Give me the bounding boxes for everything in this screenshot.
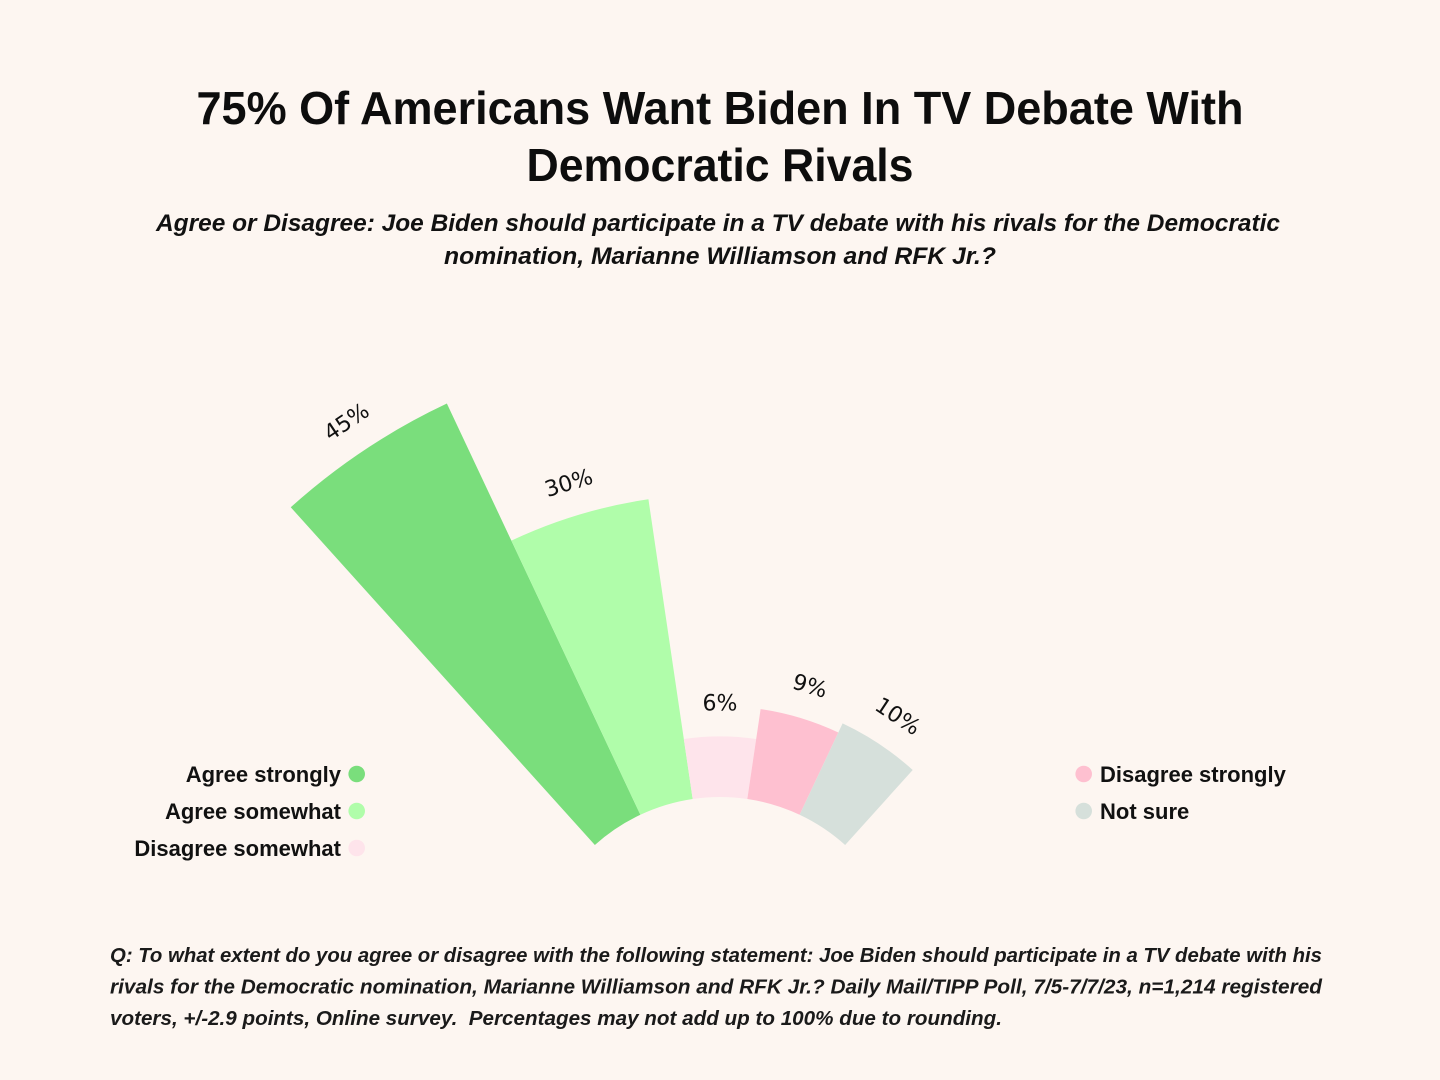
legend-swatch-dot [1075, 765, 1092, 783]
legend-label: Agree strongly [186, 762, 342, 787]
radial-bars [290, 403, 913, 846]
source-note: Q: To what extent do you agree or disagr… [110, 945, 1323, 1030]
legend-item-not-sure: Not sure [1075, 799, 1189, 824]
legend-label: Disagree strongly [1100, 762, 1287, 787]
legend-label: Not sure [1100, 799, 1189, 824]
bar-disagree-strongly [747, 709, 839, 815]
legend-item-agree-strongly: Agree strongly [186, 762, 366, 787]
bar-agree-strongly [290, 403, 641, 846]
value-label-disagree-somewhat: 6% [703, 691, 738, 716]
title-line-1: 75% Of Americans Want Biden In TV Debate… [197, 82, 1244, 134]
title-line-2: Democratic Rivals [527, 139, 914, 191]
legend-swatch-dot [1075, 802, 1092, 820]
legend-swatch-dot [348, 765, 366, 783]
subtitle-line-1: Agree or Disagree: Joe Biden should part… [155, 210, 1280, 237]
chart-subtitle: Agree or Disagree: Joe Biden should part… [155, 210, 1280, 270]
bar-agree-somewhat [511, 499, 693, 815]
chart-title: 75% Of Americans Want Biden In TV Debate… [197, 82, 1244, 191]
legend-item-agree-somewhat: Agree somewhat [165, 799, 366, 824]
bar-disagree-somewhat [683, 736, 757, 800]
source-note-line-2: rivals for the Democratic nomination, Ma… [110, 977, 1323, 999]
legend-right: Disagree strongly Not sure [1075, 762, 1287, 824]
legend-swatch-dot [348, 839, 366, 857]
legend-swatch-dot [348, 802, 366, 820]
bar-not-sure [799, 723, 913, 846]
legend-label: Agree somewhat [165, 799, 342, 824]
legend-item-disagree-strongly: Disagree strongly [1075, 762, 1287, 787]
legend-left: Agree strongly Agree somewhat Disagree s… [134, 762, 366, 861]
legend-label: Disagree somewhat [134, 836, 341, 861]
source-note-line-1: Q: To what extent do you agree or disagr… [110, 945, 1322, 967]
subtitle-line-2: nomination, Marianne Williamson and RFK … [444, 243, 996, 270]
source-note-line-3: voters, +/-2.9 points, Online survey. Pe… [110, 1008, 1002, 1030]
legend-item-disagree-somewhat: Disagree somewhat [134, 836, 366, 861]
